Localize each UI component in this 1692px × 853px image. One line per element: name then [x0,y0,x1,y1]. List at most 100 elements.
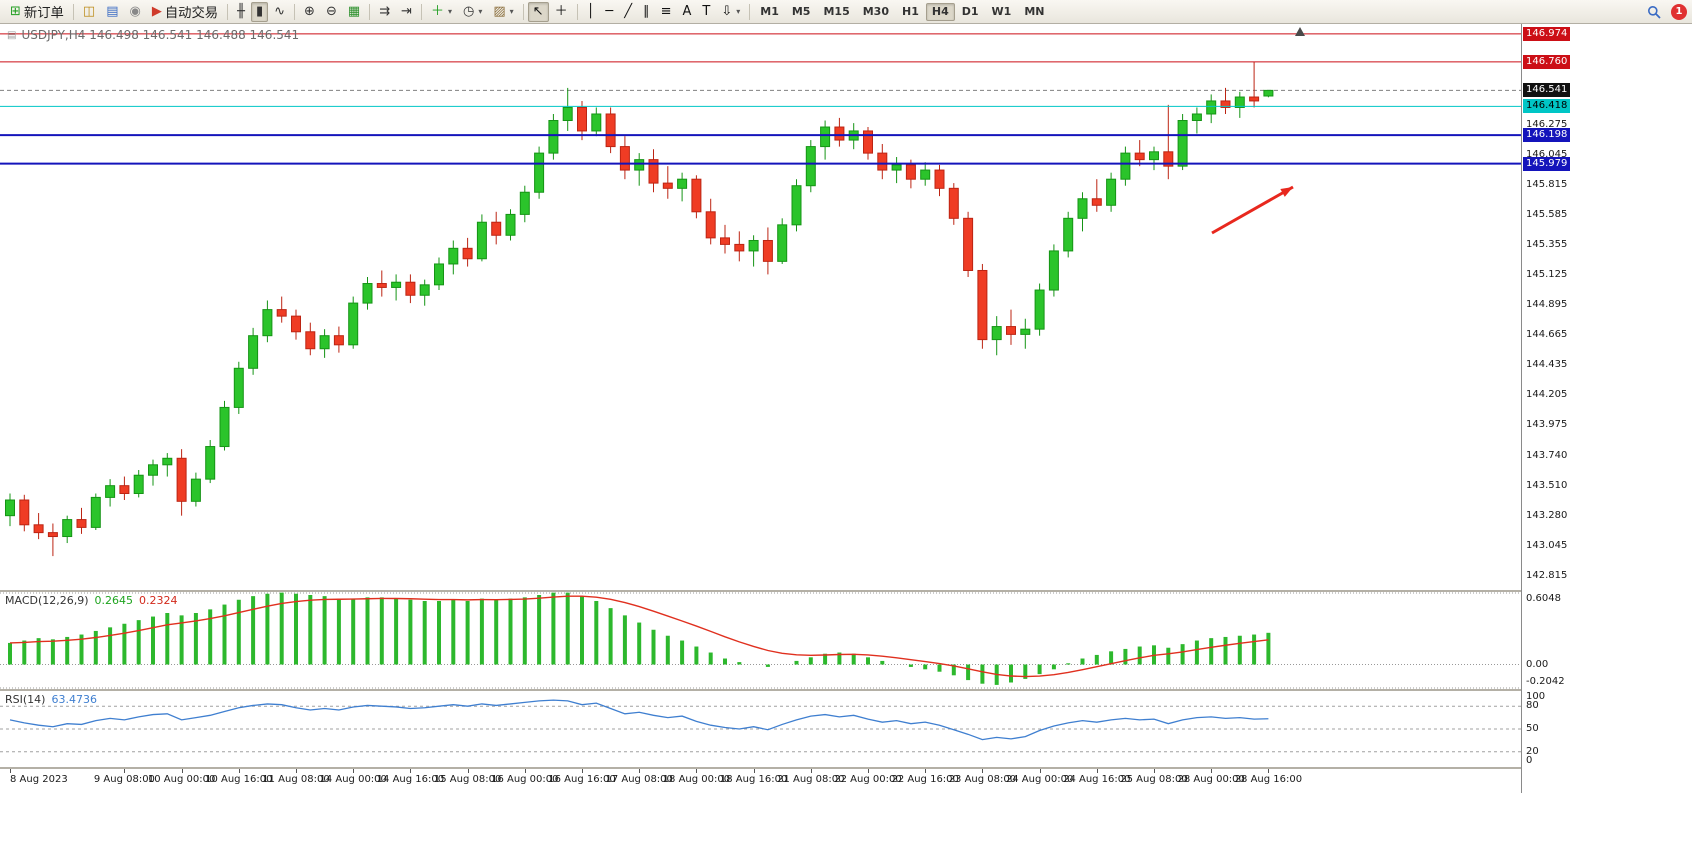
auto-scroll-icon: ⇉ [379,4,391,19]
candle [5,499,15,517]
timeframe-mn-button[interactable]: MN [1018,3,1050,21]
zoom-out-icon: ⊖ [325,4,337,19]
candle [176,457,187,502]
timeframe-h1-button[interactable]: H1 [896,3,925,21]
dropdown-caret-icon: ▾ [509,7,514,16]
bar-chart-icon: ╫ [237,4,245,19]
crosshair-button[interactable]: ＋ [550,2,573,22]
candle [1163,151,1174,167]
time-label: 14 Aug 00:00 [319,774,387,785]
candle [19,499,30,526]
candlestick-chart-button[interactable]: ▮ [250,1,269,22]
equidistant-channel-button[interactable]: ∥ [638,2,655,22]
time-tick [696,769,698,773]
arrows-button[interactable]: ⇩ ▾ [716,2,745,22]
time-label: 23 Aug 08:00 [948,774,1017,785]
toolbar-separator [522,3,524,20]
price-tick: 142.815 [1526,570,1568,582]
candle [805,146,816,187]
trendline-button[interactable]: ╱ [619,2,637,22]
search-button[interactable] [1642,2,1666,22]
autotrading-button[interactable]: ▶ 自动交易 [147,2,223,22]
periods-button[interactable]: ◷ ▾ [458,2,487,22]
candle [991,326,1002,341]
candlestick-chart[interactable] [0,24,1521,590]
candle [648,159,659,184]
fibonacci-button[interactable]: ≡ [656,2,677,22]
text-label-button[interactable]: T [697,2,715,22]
trend-arrow[interactable] [1211,185,1294,235]
new-order-button[interactable]: ⊞ 新订单 [5,2,69,22]
price-tick: 145.355 [1526,239,1568,251]
templates-button[interactable]: ▨ ▾ [488,2,518,22]
toolbar-separator [294,3,296,20]
panel-divider[interactable] [0,590,1572,592]
text-icon: A [682,4,692,19]
price-tick: 144.895 [1526,299,1568,311]
time-tick [181,769,183,773]
text-button[interactable]: A [677,2,696,22]
candle [348,302,359,346]
candle [948,187,959,219]
panel-divider[interactable] [0,767,1572,769]
timeframe-d1-button[interactable]: D1 [956,3,985,21]
dropdown-caret-icon: ▾ [447,7,452,16]
horizontal-line-button[interactable]: ─ [600,2,618,22]
timeframe-m15-button[interactable]: M15 [817,3,855,21]
candle [62,519,73,538]
candle [190,478,201,502]
profiles-button[interactable]: ▤ [101,2,123,22]
chart-shift-button[interactable]: ⇥ [396,2,417,22]
time-label: 18 Aug 00:00 [662,774,731,785]
tile-windows-button[interactable]: ▦ [343,2,365,22]
cursor-button[interactable]: ↖ [527,1,549,22]
autotrading-button-label: 自动交易 [164,6,219,21]
zoom-in-button[interactable]: ⊕ [299,2,320,22]
zoom-out-button[interactable]: ⊖ [321,2,342,22]
bar-chart-button[interactable]: ╫ [232,2,250,22]
time-label: 25 Aug 08:00 [1120,774,1188,785]
candle [462,247,473,260]
macd-signal-line [9,595,1269,678]
candle [476,221,487,260]
horizontal-line-icon: ─ [605,4,614,19]
fibonacci-icon: ≡ [660,4,672,19]
vertical-line-button[interactable]: │ [582,2,600,22]
candle [1149,151,1159,161]
candle [233,367,244,408]
notification-badge[interactable]: 1 [1671,3,1687,20]
panel-divider[interactable] [0,689,1572,691]
timeframe-w1-button[interactable]: W1 [986,3,1018,21]
candle [977,269,988,341]
data-window-button[interactable]: ◉ [124,2,145,22]
price-tick: 143.045 [1526,540,1568,552]
macd-chart[interactable] [0,592,1521,689]
macd-scale-label: -0.2042 [1526,676,1565,687]
time-label: 10 Aug 00:00 [147,774,216,785]
zoom-in-icon: ⊕ [304,4,315,19]
timeframe-m30-button[interactable]: M30 [857,3,895,21]
line-chart-button[interactable]: ∿ [269,2,290,22]
rsi-chart[interactable] [0,691,1521,767]
timeframe-h4-button[interactable]: H4 [925,2,955,21]
candle [1077,198,1088,219]
candle [105,485,116,498]
line-chart-icon: ∿ [274,4,286,19]
candle [920,169,931,180]
time-label: 9 Aug 08:00 [93,774,155,785]
auto-scroll-button[interactable]: ⇉ [374,2,395,22]
chart-shift-marker[interactable] [1295,27,1305,36]
timeframe-m1-button[interactable]: M1 [754,3,785,21]
time-tick [582,769,583,773]
price-axis[interactable]: 146.974 146.760 146.418 146.198 145.979 146.5… [1521,24,1572,793]
time-tick [639,769,641,773]
macd-panel: MACD(12,26,9) 0.2645 0.2324 [0,592,1521,689]
price-tick: 144.665 [1526,329,1568,341]
time-axis[interactable]: 8 Aug 2023 9 Aug 08:00 10 Aug 00:00 10 Aug … [0,769,1521,793]
indicators-button[interactable]: ＋ ▾ [426,2,457,22]
timeframe-m5-button[interactable]: M5 [786,3,817,21]
vertical-line-icon: │ [586,4,595,19]
chart-window-button[interactable]: ◫ [78,2,100,22]
search-icon [1648,5,1661,19]
chart-shift-icon: ⇥ [401,4,412,19]
